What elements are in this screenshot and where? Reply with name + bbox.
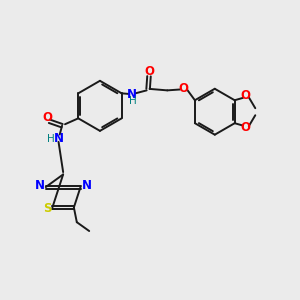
Text: H: H bbox=[129, 96, 136, 106]
Text: N: N bbox=[53, 133, 64, 146]
Text: N: N bbox=[35, 179, 45, 192]
Text: O: O bbox=[241, 89, 251, 102]
Text: H: H bbox=[47, 134, 55, 144]
Text: N: N bbox=[81, 179, 92, 192]
Text: S: S bbox=[43, 202, 51, 215]
Text: O: O bbox=[42, 111, 52, 124]
Text: N: N bbox=[127, 88, 137, 101]
Text: O: O bbox=[178, 82, 188, 95]
Text: O: O bbox=[144, 65, 154, 78]
Text: O: O bbox=[241, 121, 251, 134]
